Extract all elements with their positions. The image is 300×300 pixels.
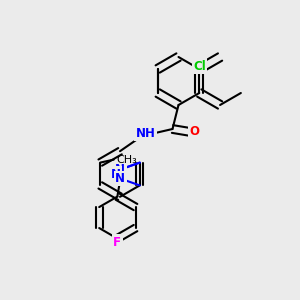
Text: N: N [111, 167, 121, 181]
Text: N: N [116, 163, 125, 176]
Text: N: N [116, 172, 125, 185]
Text: CH₃: CH₃ [116, 154, 137, 165]
Text: Cl: Cl [193, 59, 206, 73]
Text: F: F [113, 236, 122, 249]
Text: O: O [189, 125, 199, 139]
Text: NH: NH [136, 127, 155, 140]
